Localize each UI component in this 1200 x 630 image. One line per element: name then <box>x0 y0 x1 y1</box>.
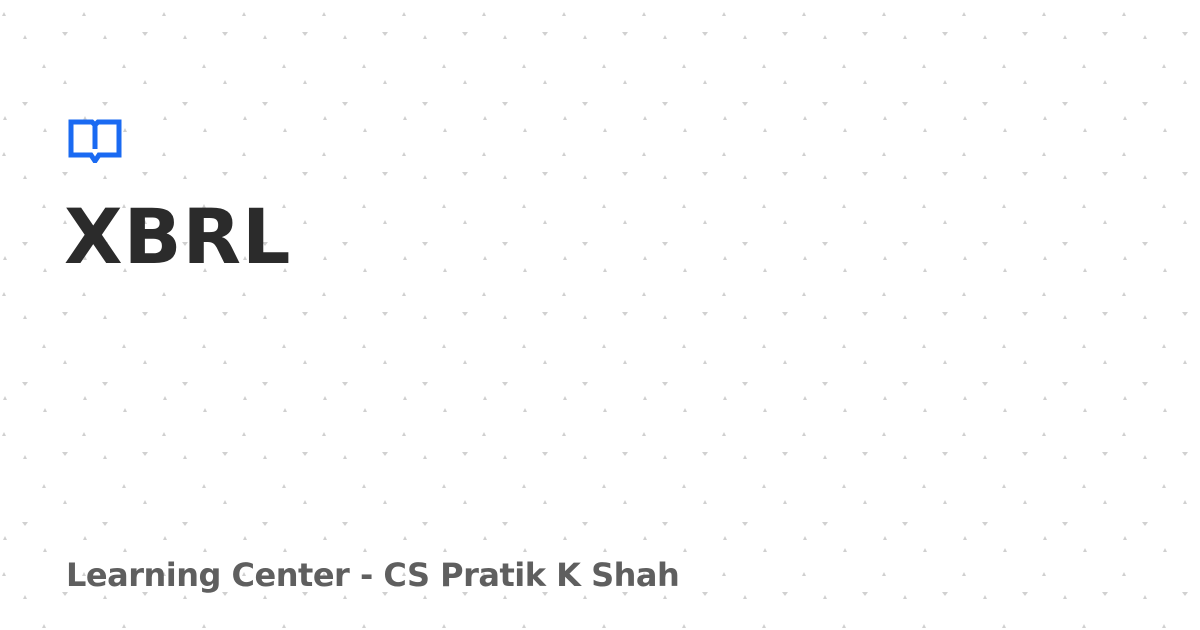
site-subtitle: Learning Center - CS Pratik K Shah <box>66 556 680 594</box>
page-title: XBRL <box>64 192 292 281</box>
open-book-icon <box>68 119 122 163</box>
